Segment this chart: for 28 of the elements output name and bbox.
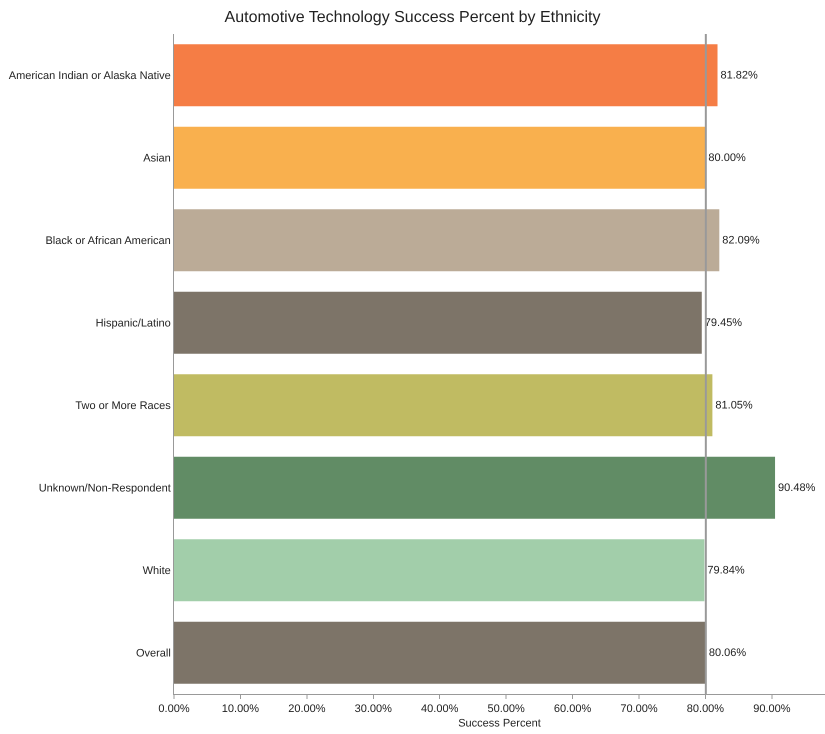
x-tick-label: 20.00% <box>288 703 326 716</box>
x-tick-label: 90.00% <box>753 703 791 716</box>
data-label: 81.05% <box>715 399 753 412</box>
y-tick-label: American Indian or Alaska Native <box>8 70 171 82</box>
y-tick-label: Unknown/Non-Respondent <box>38 482 171 495</box>
x-tick-label: 70.00% <box>620 703 658 716</box>
x-tick-label: 40.00% <box>421 703 459 716</box>
y-tick-label: White <box>142 565 171 578</box>
x-tick-label: 10.00% <box>222 703 260 716</box>
y-tick-label: Hispanic/Latino <box>96 318 171 330</box>
data-label: 79.84% <box>707 564 745 576</box>
x-tick-label: 60.00% <box>554 703 592 716</box>
data-label: 80.00% <box>708 152 746 164</box>
x-tick-label: 50.00% <box>487 703 526 716</box>
chart-title: Automotive Technology Success Percent by Ethnicity <box>224 9 600 26</box>
data-label: 80.06% <box>708 646 746 659</box>
x-tick-label: 80.00% <box>686 703 724 716</box>
y-tick-label: Two or More Races <box>75 400 172 412</box>
y-tick-label: Overall <box>136 648 171 660</box>
x-tick-label: 30.00% <box>354 703 392 716</box>
data-label: 81.82% <box>720 69 758 82</box>
data-label: 82.09% <box>722 234 760 246</box>
data-label: 90.48% <box>778 482 816 494</box>
y-tick-label: Asian <box>143 152 171 165</box>
x-axis-title: Success Percent <box>458 717 541 730</box>
y-tick-label: Black or African American <box>45 235 171 248</box>
x-tick-label: 0.00% <box>158 703 190 716</box>
data-label: 79.45% <box>704 316 742 329</box>
